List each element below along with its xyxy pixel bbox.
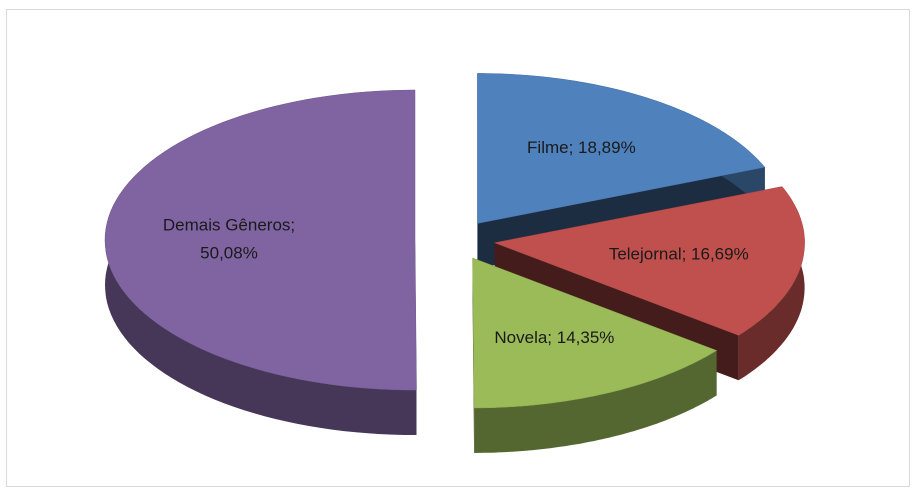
- slice: [477, 73, 766, 224]
- slice: [104, 89, 417, 435]
- data-label: Novela; 14,35%: [494, 328, 614, 347]
- data-label: Telejornal; 16,69%: [609, 245, 749, 264]
- slice-side: [474, 350, 717, 453]
- slice: [104, 89, 417, 391]
- slice: [472, 257, 718, 453]
- slice: [472, 257, 718, 409]
- data-label: Demais Gêneros; 50,08%: [163, 216, 295, 263]
- data-label: Filme; 18,89%: [527, 138, 636, 157]
- slice: [493, 186, 805, 336]
